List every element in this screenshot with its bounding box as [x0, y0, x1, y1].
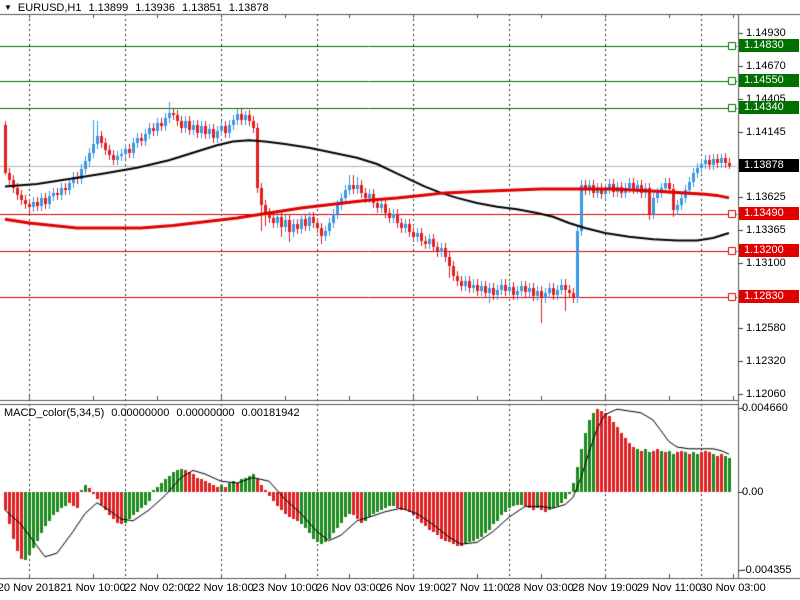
macd-axis-label: 0.004660: [742, 402, 788, 414]
symbol-dropdown-icon[interactable]: ▼: [4, 3, 12, 12]
price-level-badge: 1.12830: [739, 290, 799, 303]
price-axis-tick-label: 1.13625: [746, 191, 786, 203]
time-axis-label: 27 Nov 11:00: [444, 582, 510, 594]
time-axis-label: 28 Nov 19:00: [572, 582, 638, 594]
time-axis-label: 20 Nov 2018: [0, 582, 61, 594]
price-level-badge: 1.14550: [739, 74, 799, 87]
ohlc-low: 1.13851: [182, 2, 222, 14]
macd-value-1: 0.00000000: [111, 407, 170, 419]
ohlc-close: 1.13878: [228, 2, 269, 14]
price-level-badge: 1.13200: [739, 244, 799, 257]
price-level-badge: 1.14340: [739, 101, 799, 114]
price-axis-tick-label: 1.14145: [746, 126, 786, 138]
price-axis-tick-label: 1.12060: [746, 388, 786, 400]
ohlc-open: 1.13899: [88, 2, 129, 14]
current-price-badge: 1.13878: [739, 159, 799, 172]
chart-title: ▼ EURUSD,H1 1.13899 1.13936 1.13851 1.13878: [4, 2, 269, 14]
symbol-label: EURUSD,H1: [17, 2, 82, 14]
price-axis-tick-label: 1.13365: [746, 224, 786, 236]
time-axis-label: 21 Nov 10:00: [60, 582, 126, 594]
time-axis-label: 22 Nov 02:00: [124, 582, 190, 594]
price-axis-tick-label: 1.12320: [746, 355, 786, 367]
macd-axis-label: -0.004355: [742, 564, 792, 576]
macd-indicator-label: MACD_color(5,34,5) 0.00000000 0.00000000 0.…: [4, 407, 300, 419]
price-level-badge: 1.13490: [739, 207, 799, 220]
ohlc-high: 1.13936: [135, 2, 176, 14]
macd-name: MACD_color(5,34,5): [4, 407, 105, 419]
price-axis-tick-label: 1.14930: [746, 27, 786, 39]
time-axis-label: 26 Nov 03:00: [316, 582, 382, 594]
macd-value-2: 0.00000000: [176, 407, 235, 419]
price-axis-tick-label: 1.13100: [746, 257, 786, 269]
macd-value-3: 0.00181942: [241, 407, 300, 419]
time-axis-label: 22 Nov 18:00: [188, 582, 254, 594]
price-axis-tick-label: 1.12580: [746, 322, 786, 334]
time-axis-label: 26 Nov 19:00: [380, 582, 446, 594]
price-axis-tick-label: 1.14670: [746, 60, 786, 72]
time-axis-label: 30 Nov 03:00: [700, 582, 766, 594]
price-level-badge: 1.14830: [739, 39, 799, 52]
time-axis-label: 23 Nov 10:00: [252, 582, 318, 594]
time-axis-label: 29 Nov 11:00: [636, 582, 702, 594]
macd-axis-label: 0.00: [742, 486, 764, 498]
time-axis-label: 28 Nov 03:00: [508, 582, 574, 594]
